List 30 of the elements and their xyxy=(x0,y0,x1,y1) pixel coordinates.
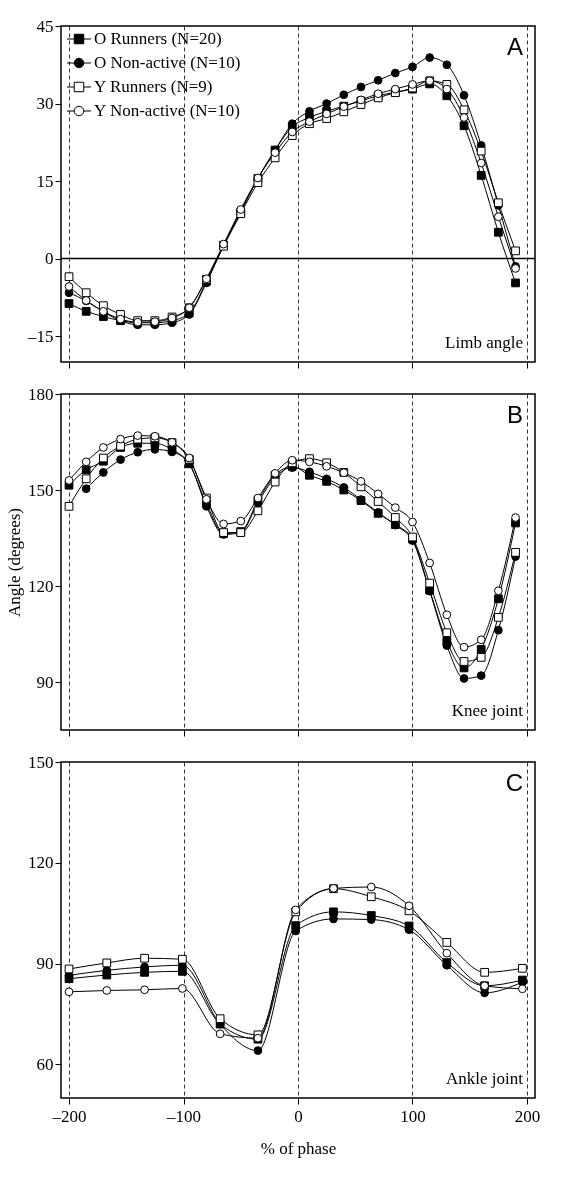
annotation: B xyxy=(506,401,523,428)
y-tick-label: 150 xyxy=(28,480,54,500)
annotation: Ankle joint xyxy=(446,1069,524,1088)
y-tick-label: 30 xyxy=(36,94,54,114)
x-axis-title: % of phase xyxy=(260,1138,337,1158)
y-tick-label: –15 xyxy=(27,326,54,346)
x-tick-label: 100 xyxy=(400,1106,426,1126)
legend-label: O Runners (N=20) xyxy=(94,29,222,48)
annotation: Limb angle xyxy=(445,333,523,352)
legend-label: O Non-active (N=10) xyxy=(94,53,241,72)
y-tick-label: 120 xyxy=(28,576,54,596)
y-tick-label: 90 xyxy=(36,672,54,692)
y-tick-label: 45 xyxy=(36,16,54,36)
x-tick-label: 200 xyxy=(514,1106,541,1126)
y-tick-label: 180 xyxy=(28,384,54,404)
y-tick-label: 60 xyxy=(36,1054,54,1074)
y-tick-label: 120 xyxy=(28,853,54,873)
x-tick-label: –100 xyxy=(166,1106,202,1126)
y-tick-label: 0 xyxy=(45,249,54,269)
legend-label: Y Runners (N=9) xyxy=(94,77,213,96)
legend-label: Y Non-active (N=10) xyxy=(94,101,240,120)
x-tick-label: –200 xyxy=(51,1106,87,1126)
y-tick-label: 15 xyxy=(36,171,54,191)
y-tick-label: 150 xyxy=(28,752,54,772)
annotation: Knee joint xyxy=(451,701,524,720)
annotation: A xyxy=(506,33,523,60)
y-axis-title: Angle (degrees) xyxy=(5,507,24,618)
annotation: C xyxy=(505,769,523,796)
y-tick-label: 90 xyxy=(36,954,54,974)
x-tick-label: 0 xyxy=(294,1106,303,1126)
